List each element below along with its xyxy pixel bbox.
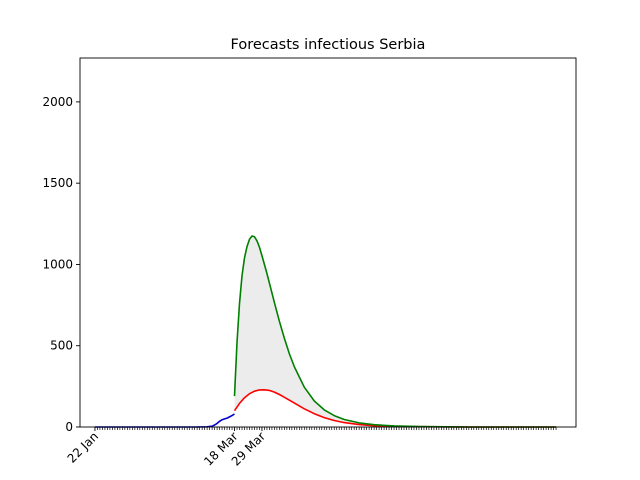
axes-frame <box>79 57 577 428</box>
y-tick-label-1000: 1000 <box>42 257 73 271</box>
y-tick-label-2000: 2000 <box>42 95 73 109</box>
chart-title: Forecasts infectious Serbia <box>231 37 426 53</box>
y-tick-label-1500: 1500 <box>42 176 73 190</box>
y-tick-label-0: 0 <box>65 420 73 434</box>
y-tick-label-500: 500 <box>50 339 73 353</box>
